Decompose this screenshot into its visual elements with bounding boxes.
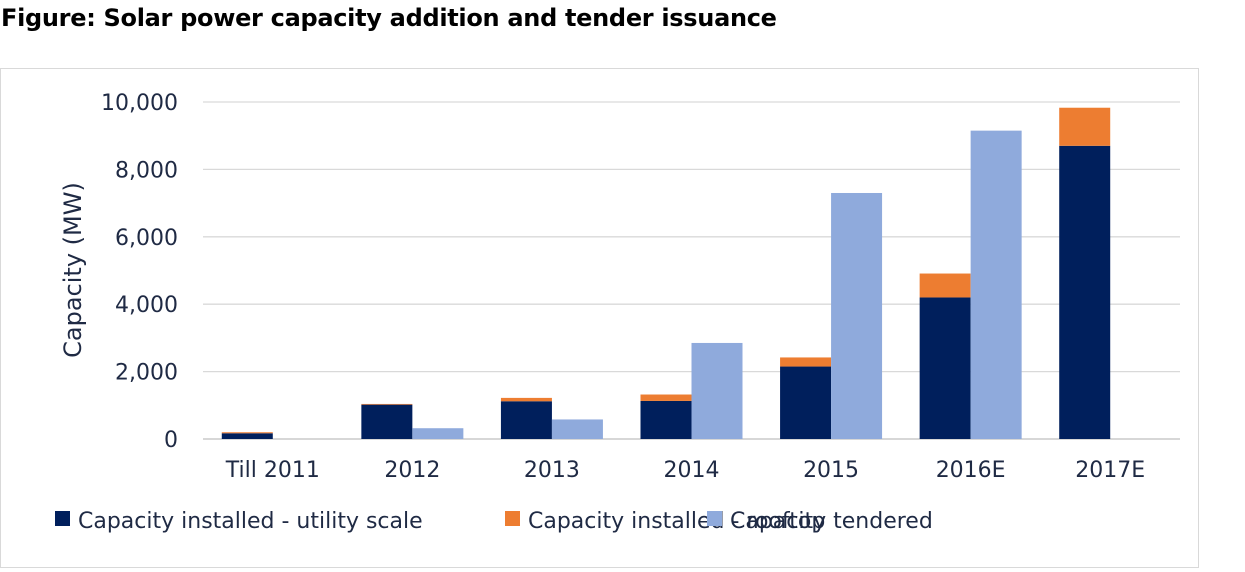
bar-rooftop-2 xyxy=(500,397,552,402)
figure-title: Figure: Solar power capacity addition an… xyxy=(1,4,777,32)
bar-rooftop-3 xyxy=(640,394,692,401)
y-tick-label: 0 xyxy=(164,428,178,453)
y-tick-label: 2,000 xyxy=(115,361,178,386)
chart-frame xyxy=(0,68,1199,568)
bar-utility-scale-2 xyxy=(500,401,552,439)
bar-utility-scale-4 xyxy=(780,366,832,439)
bar-utility-scale-3 xyxy=(640,400,692,439)
bar-tendered-4 xyxy=(831,192,883,439)
bar-tendered-5 xyxy=(970,130,1022,439)
bar-utility-scale-5 xyxy=(919,297,971,439)
x-tick-label: Till 2011 xyxy=(225,458,320,483)
bar-utility-scale-6 xyxy=(1059,145,1111,439)
y-tick-label: 10,000 xyxy=(101,91,178,116)
legend-label-1: Capacity installed - rooftop xyxy=(528,509,825,534)
bar-utility-scale-1 xyxy=(361,404,413,439)
y-tick-label: 8,000 xyxy=(115,158,178,183)
x-tick-label: 2014 xyxy=(664,458,720,483)
legend-label-0: Capacity installed - utility scale xyxy=(78,509,423,534)
bar-rooftop-4 xyxy=(780,357,832,367)
bar-rooftop-6 xyxy=(1059,107,1111,146)
bar-rooftop-1 xyxy=(361,403,413,405)
legend-label-2: Capacity tendered xyxy=(730,509,933,534)
bar-utility-scale-0 xyxy=(221,433,273,439)
legend-swatch-2 xyxy=(707,511,722,526)
bar-tendered-1 xyxy=(412,428,464,439)
x-tick-label: 2012 xyxy=(384,458,440,483)
legend-swatch-0 xyxy=(55,511,70,526)
x-tick-label: 2015 xyxy=(803,458,859,483)
y-axis-label: Capacity (MW) xyxy=(59,182,87,358)
y-axis-ticks: 0 2,000 4,000 6,000 8,000 10,000 xyxy=(101,91,178,453)
bar-tendered-3 xyxy=(691,342,743,439)
legend: Capacity installed - utility scale Capaci… xyxy=(55,509,933,534)
x-tick-label: 2017E xyxy=(1075,458,1145,483)
bar-rooftop-0 xyxy=(221,432,273,434)
x-tick-label: 2013 xyxy=(524,458,580,483)
bar-tendered-2 xyxy=(551,419,603,439)
y-tick-label: 6,000 xyxy=(115,226,178,251)
bar-rooftop-5 xyxy=(919,273,971,298)
x-axis-ticks: Till 2011 2012 2013 2014 2015 2016E 2017E xyxy=(225,458,1145,483)
legend-swatch-1 xyxy=(505,511,520,526)
x-tick-label: 2016E xyxy=(936,458,1006,483)
y-tick-label: 4,000 xyxy=(115,293,178,318)
bars xyxy=(221,107,1111,439)
